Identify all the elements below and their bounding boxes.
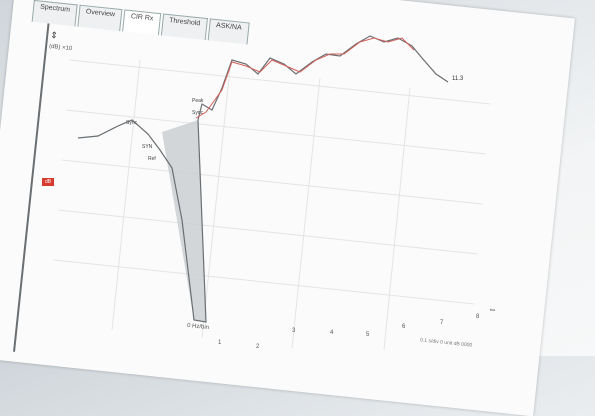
tick-label: 3 xyxy=(292,328,296,334)
annotation: SYN xyxy=(142,144,153,150)
trace-red xyxy=(195,37,415,119)
tick-label: 1 xyxy=(218,340,222,346)
annotation: Peak xyxy=(192,98,204,104)
tick-label: 7 xyxy=(440,320,444,326)
tick-label: 5 xyxy=(366,332,370,338)
tick-label: 2 xyxy=(256,344,260,350)
annotation: Sync xyxy=(126,120,138,126)
tick-label: 4 xyxy=(330,330,334,336)
grid xyxy=(53,59,491,351)
signal-plot: 1 2 3 4 5 6 7 8 Sync SYN Ref Peak Sync xyxy=(53,35,491,351)
annotation: Ref xyxy=(148,156,156,162)
zoom-horizontal-icon[interactable]: ⇔ xyxy=(487,303,498,315)
tick-label: 6 xyxy=(402,324,406,330)
value-readout: 11.3 xyxy=(452,76,464,82)
tick-label: 8 xyxy=(476,314,480,320)
reference-marker[interactable]: dB xyxy=(42,178,54,186)
tick-labels: 1 2 3 4 5 6 7 8 xyxy=(218,314,480,350)
trace-dark xyxy=(77,35,449,323)
annotations: Sync SYN Ref Peak Sync xyxy=(126,98,204,162)
annotation: Sync xyxy=(192,110,204,116)
